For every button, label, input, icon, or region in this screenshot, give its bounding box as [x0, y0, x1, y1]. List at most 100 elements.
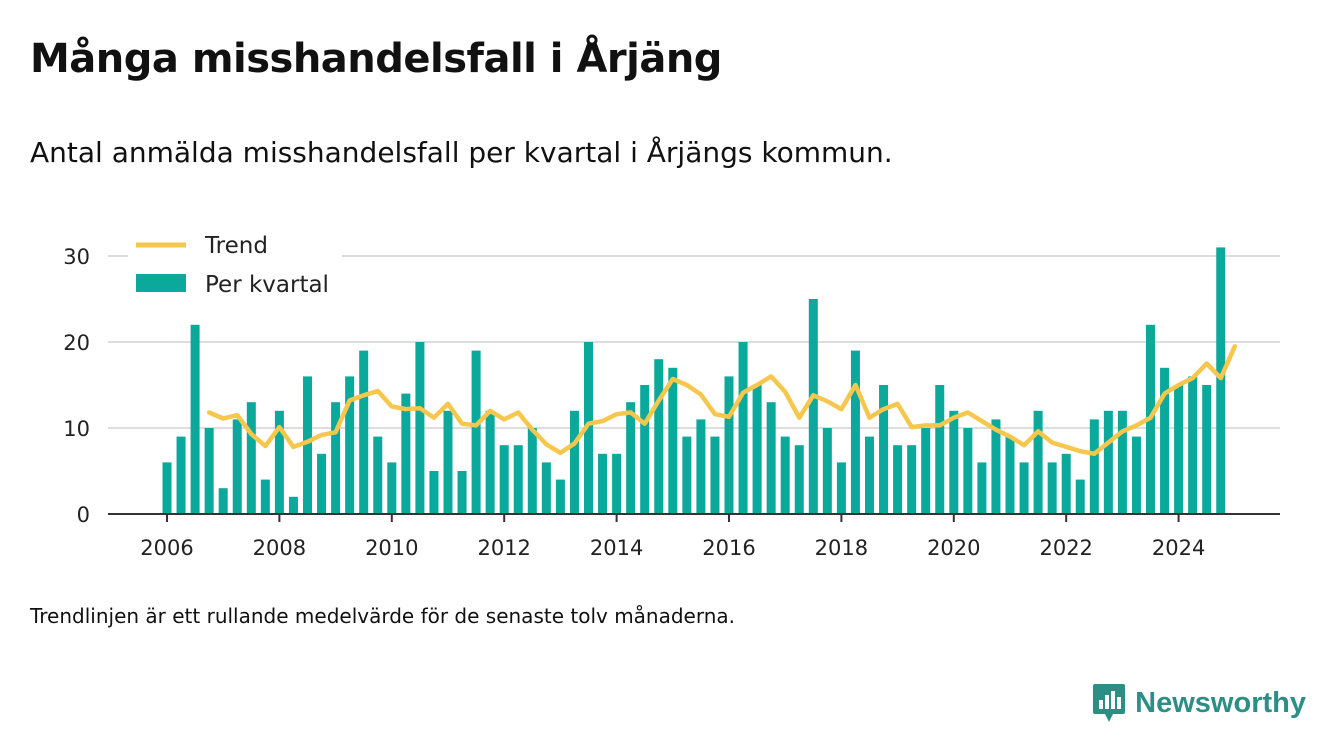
- bar: [317, 453, 327, 514]
- y-axis-ticks: 0 10 20 30: [63, 245, 90, 527]
- bar: [373, 436, 383, 514]
- bar: [499, 445, 509, 514]
- bar: [359, 350, 369, 514]
- bar: [710, 436, 720, 514]
- bar: [246, 402, 256, 514]
- bar: [401, 393, 411, 514]
- bar: [977, 462, 987, 514]
- x-tick-label: 2024: [1152, 536, 1205, 560]
- legend-trend-label: Trend: [204, 233, 268, 259]
- bar: [1174, 385, 1184, 514]
- bar: [907, 445, 917, 514]
- bar: [921, 428, 931, 514]
- x-tick-label: 2006: [140, 536, 193, 560]
- bar: [738, 342, 748, 514]
- bar: [218, 488, 228, 514]
- y-tick-label: 0: [77, 503, 90, 527]
- y-tick-label: 20: [63, 331, 90, 355]
- bar: [1188, 376, 1198, 514]
- bar: [612, 453, 622, 514]
- bar: [794, 445, 804, 514]
- bar: [527, 428, 537, 514]
- bar: [893, 445, 903, 514]
- bar: [668, 367, 678, 514]
- bar: [569, 410, 579, 514]
- legend-background: [128, 226, 342, 306]
- x-tick-label: 2022: [1039, 536, 1092, 560]
- bar: [836, 462, 846, 514]
- bar: [260, 479, 270, 514]
- bar: [429, 471, 439, 514]
- bar: [176, 436, 186, 514]
- y-tick-label: 10: [63, 417, 90, 441]
- bar: [288, 496, 298, 514]
- bar: [963, 428, 973, 514]
- bar: [1103, 410, 1113, 514]
- x-tick-label: 2014: [590, 536, 643, 560]
- legend-bar-label: Per kvartal: [205, 272, 329, 298]
- bar: [1202, 385, 1212, 514]
- bar: [443, 410, 453, 514]
- bar: [1075, 479, 1085, 514]
- bar: [865, 436, 874, 514]
- bar: [682, 436, 692, 514]
- x-tick-label: 2012: [477, 536, 530, 560]
- bar: [190, 324, 200, 514]
- legend-bar-swatch: [136, 274, 186, 292]
- bar: [1019, 462, 1029, 514]
- bar: [232, 419, 242, 514]
- bar: [303, 376, 312, 514]
- bar: [850, 350, 860, 514]
- chart-subtitle: Antal anmälda misshandelsfall per kvarta…: [30, 136, 893, 169]
- chart: 2006 2008 2010 2012 2014 2016 2018 2020 2022 2024…: [63, 226, 1280, 560]
- bar: [1131, 436, 1141, 514]
- legend: Trend Per kvartal: [128, 226, 342, 306]
- bar: [274, 410, 284, 514]
- bar: [935, 385, 945, 514]
- bar: [162, 462, 172, 514]
- bar: [626, 402, 636, 514]
- x-tick-label: 2018: [815, 536, 868, 560]
- bar: [822, 428, 832, 514]
- footnote: Trendlinjen är ett rullande medelvärde f…: [30, 604, 736, 628]
- bar: [879, 385, 889, 514]
- bar: [780, 436, 790, 514]
- y-tick-label: 30: [63, 245, 90, 269]
- bar: [387, 462, 397, 514]
- bar: [415, 342, 425, 514]
- x-tick-label: 2008: [253, 536, 306, 560]
- newsworthy-logo-icon: [1093, 684, 1126, 722]
- x-tick-label: 2020: [927, 536, 980, 560]
- bar: [345, 376, 355, 514]
- bar: [724, 376, 734, 514]
- bar: [584, 342, 593, 514]
- bar: [1061, 453, 1071, 514]
- x-tick-label: 2016: [702, 536, 755, 560]
- bar: [485, 410, 495, 514]
- bar: [204, 428, 214, 514]
- bar: [949, 410, 959, 514]
- bar: [513, 445, 523, 514]
- bar: [471, 350, 481, 514]
- bar: [808, 299, 818, 514]
- bar: [331, 402, 341, 514]
- bar: [1033, 410, 1043, 514]
- bar: [555, 479, 565, 514]
- bar: [1117, 410, 1127, 514]
- bar: [1047, 462, 1057, 514]
- brand-logo: Newsworthy: [1091, 682, 1306, 724]
- bar: [991, 419, 1001, 514]
- bar: [541, 462, 551, 514]
- bar: [752, 385, 762, 514]
- bar: [1216, 247, 1226, 514]
- bar: [598, 453, 608, 514]
- chart-title: Många misshandelsfall i Årjäng: [30, 36, 722, 82]
- bar: [1089, 419, 1099, 514]
- x-axis-ticks: 2006 2008 2010 2012 2014 2016 2018 2020 2022 2024: [140, 514, 1205, 560]
- bar: [457, 471, 467, 514]
- trend-line: [206, 344, 1238, 457]
- bar: [1005, 436, 1015, 514]
- x-tick-label: 2010: [365, 536, 418, 560]
- brand-name: Newsworthy: [1135, 686, 1306, 719]
- bar: [766, 402, 776, 514]
